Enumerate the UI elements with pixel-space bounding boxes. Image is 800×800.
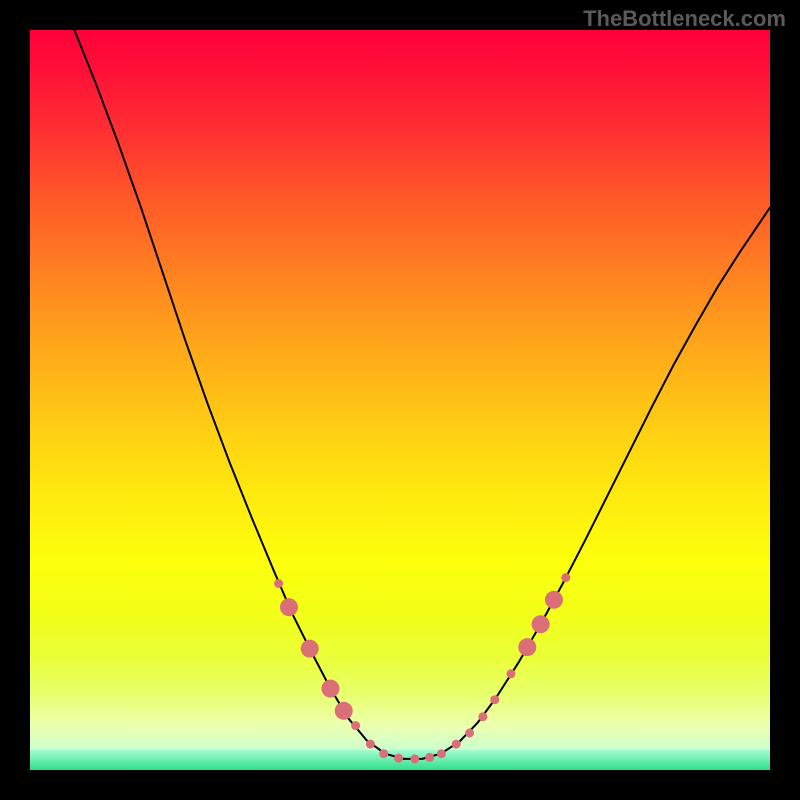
curve-marker xyxy=(545,591,563,609)
curve-marker xyxy=(465,729,474,738)
curve-marker xyxy=(561,573,570,582)
curve-marker xyxy=(351,721,360,730)
curve-marker xyxy=(301,640,319,658)
curve-marker xyxy=(410,754,419,763)
curve-marker xyxy=(394,754,403,763)
curve-marker xyxy=(425,753,434,762)
curve-marker xyxy=(379,749,388,758)
chart-container: TheBottleneck.com xyxy=(0,0,800,800)
curve-marker xyxy=(274,579,283,588)
curve-marker xyxy=(532,615,550,633)
curve-marker xyxy=(366,740,375,749)
curve-marker xyxy=(321,680,339,698)
chart-svg xyxy=(0,0,800,800)
watermark-text: TheBottleneck.com xyxy=(583,6,786,32)
curve-marker xyxy=(335,702,353,720)
curve-marker xyxy=(280,598,298,616)
curve-marker xyxy=(490,695,499,704)
curve-marker xyxy=(507,669,516,678)
curve-marker xyxy=(518,638,536,656)
curve-marker xyxy=(478,712,487,721)
plot-background xyxy=(30,30,770,770)
curve-marker xyxy=(437,749,446,758)
curve-marker xyxy=(452,740,461,749)
